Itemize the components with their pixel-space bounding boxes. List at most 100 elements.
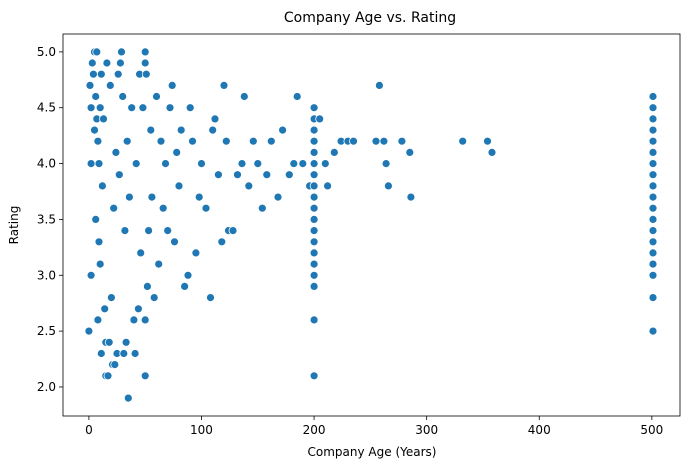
data-point — [257, 203, 267, 213]
data-point — [228, 226, 238, 236]
data-point — [374, 81, 384, 90]
data-point — [309, 181, 319, 191]
data-point — [648, 125, 658, 135]
data-point — [99, 114, 108, 124]
data-point — [379, 136, 389, 146]
data-point — [648, 147, 658, 157]
data-point — [648, 259, 658, 269]
y-tick-label: 2.5 — [37, 324, 56, 338]
data-point — [93, 315, 103, 325]
data-point — [213, 170, 223, 180]
data-point — [107, 293, 116, 303]
data-point — [113, 69, 123, 79]
data-point — [309, 371, 319, 381]
data-point — [140, 47, 150, 57]
data-point — [309, 147, 319, 157]
data-point — [165, 103, 175, 113]
data-point — [648, 326, 658, 336]
data-point — [95, 259, 105, 269]
data-point — [194, 192, 204, 202]
data-point — [329, 147, 339, 157]
data-point — [201, 203, 211, 213]
data-point — [89, 69, 98, 79]
data-point — [86, 270, 96, 280]
data-point — [154, 259, 164, 269]
y-tick-label: 4.5 — [37, 101, 56, 115]
data-point — [91, 92, 101, 101]
data-point — [309, 315, 319, 325]
data-point — [219, 81, 229, 90]
data-point — [648, 136, 658, 146]
x-axis: 0 100 200 300 400 500 — [85, 416, 663, 437]
data-point — [273, 192, 283, 202]
data-point — [217, 237, 227, 247]
data-point — [185, 103, 195, 113]
y-tick-label: 2.0 — [37, 380, 56, 394]
data-point — [309, 103, 319, 113]
x-tick-label: 100 — [190, 423, 213, 437]
data-point — [221, 136, 231, 146]
data-point — [103, 371, 113, 381]
data-point — [278, 125, 288, 135]
plot-area — [62, 33, 681, 417]
data-point — [648, 170, 658, 180]
data-point — [87, 58, 97, 68]
data-point — [104, 337, 114, 347]
y-axis-label: Rating — [7, 206, 21, 245]
data-point — [170, 237, 179, 247]
data-point — [648, 192, 658, 202]
data-point — [458, 136, 468, 146]
data-point — [371, 136, 381, 146]
data-point — [309, 226, 319, 236]
data-point — [136, 248, 146, 258]
data-point — [405, 147, 415, 157]
data-point — [244, 181, 254, 191]
data-point — [383, 181, 393, 191]
data-point — [84, 326, 94, 336]
data-point — [292, 92, 302, 101]
data-point — [648, 270, 658, 280]
data-point — [648, 248, 658, 258]
data-point — [140, 371, 150, 381]
data-point — [315, 114, 325, 124]
data-point — [176, 125, 186, 135]
data-point — [648, 214, 658, 224]
data-point — [648, 103, 658, 113]
data-point — [188, 136, 197, 146]
y-tick-label: 3.0 — [37, 268, 56, 282]
data-point — [121, 337, 131, 347]
data-point — [142, 281, 152, 291]
data-point — [111, 147, 121, 157]
data-point — [309, 136, 319, 146]
x-axis-label: Company Age (Years) — [308, 445, 437, 459]
data-point — [140, 58, 150, 68]
data-point — [117, 47, 126, 57]
data-point — [140, 315, 150, 325]
data-point — [648, 181, 658, 191]
data-point — [298, 159, 308, 169]
data-point — [210, 114, 220, 124]
data-point — [110, 360, 120, 370]
data-point — [309, 192, 319, 202]
data-point — [119, 349, 129, 358]
data-point — [93, 136, 103, 146]
data-point — [183, 270, 193, 280]
data-point — [149, 293, 159, 303]
data-point — [237, 159, 247, 169]
data-point — [309, 281, 319, 291]
data-point — [95, 103, 105, 113]
data-point — [397, 136, 407, 146]
data-point — [94, 237, 104, 247]
data-point — [133, 304, 143, 314]
chart-title: Company Age vs. Rating — [284, 10, 456, 26]
data-point — [320, 159, 330, 169]
y-axis: 2.0 2.5 3.0 3.5 4.0 4.5 5.0 — [37, 45, 63, 394]
data-point — [266, 136, 276, 146]
data-point — [323, 181, 333, 191]
data-point — [648, 226, 658, 236]
data-point — [309, 214, 319, 224]
data-point — [648, 92, 658, 101]
data-point — [146, 125, 156, 135]
y-tick-label: 4.0 — [37, 157, 56, 171]
